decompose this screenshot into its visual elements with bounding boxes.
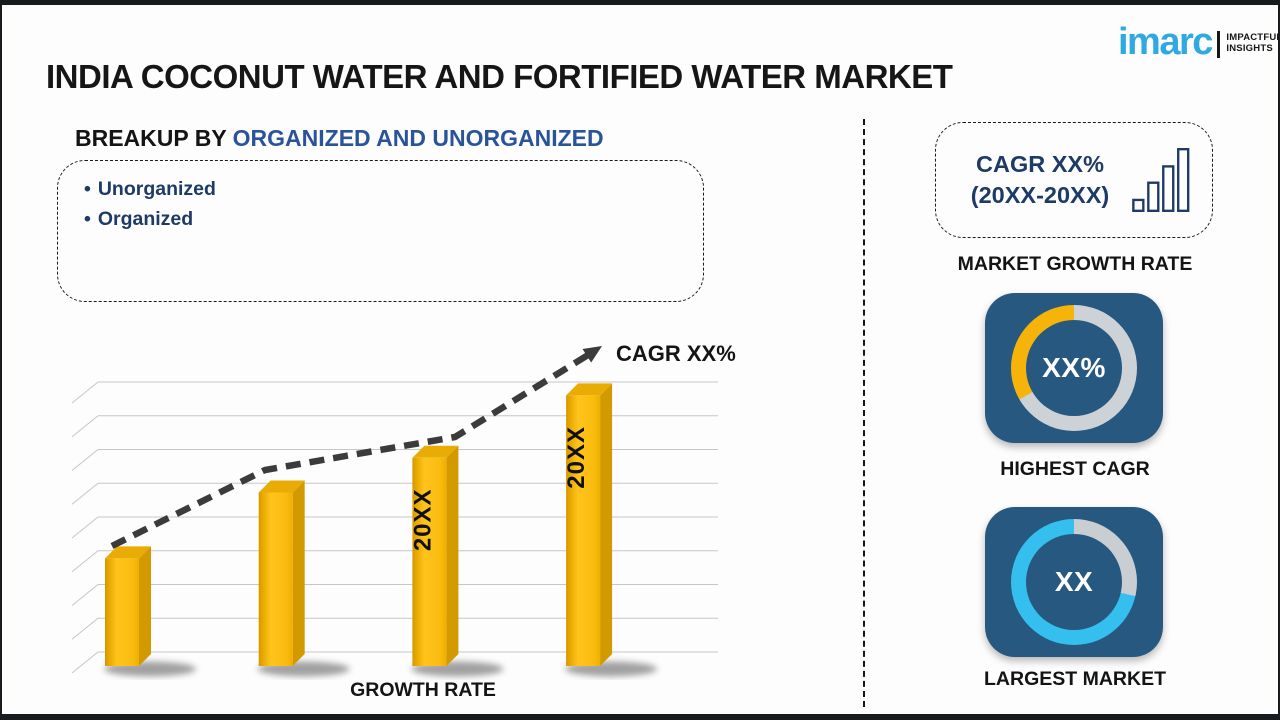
imarc-logo: imarc IMPACTFUL INSIGHTS (1118, 22, 1280, 62)
cagr-dashed-box: CAGR XX% (20XX-20XX) (935, 122, 1213, 238)
logo-tagline-line1: IMPACTFUL (1226, 32, 1280, 44)
bar: 20XX (563, 383, 658, 677)
bar: 20XX (409, 445, 504, 677)
breakup-list: • Unorganized • Organized (58, 161, 703, 234)
list-item: • Organized (84, 204, 703, 234)
bar-label: 20XX (409, 488, 436, 551)
breakup-heading: BREAKUP BY ORGANIZED AND UNORGANIZED (75, 125, 604, 152)
largest-market-donut-chart: XX (1011, 519, 1137, 645)
growth-bar-chart: 20XX 20XX (71, 346, 718, 677)
logo-tagline-line2: INSIGHTS (1226, 43, 1273, 54)
trend-cagr-label: CAGR XX% (616, 341, 736, 366)
breakup-heading-accent: ORGANIZED AND UNORGANIZED (232, 125, 604, 151)
breakup-heading-prefix: BREAKUP BY (75, 125, 233, 151)
trend-arrowhead (582, 346, 602, 363)
cagr-value-line: CAGR XX% (976, 151, 1104, 178)
bullet-icon: • (84, 178, 91, 200)
grid (71, 381, 718, 674)
trend-line (110, 352, 590, 549)
cagr-period-line: (20XX-20XX) (970, 182, 1110, 208)
breakup-dashed-box: • Unorganized • Organized (57, 160, 704, 302)
highest-cagr-donut-chart: XX% (1011, 305, 1137, 431)
largest-market-label: LARGEST MARKET (984, 668, 1166, 690)
logo-tagline: IMPACTFUL INSIGHTS (1226, 33, 1280, 54)
logo-separator (1216, 30, 1221, 58)
highest-cagr-value: XX% (1042, 352, 1106, 383)
list-item-label: Organized (97, 208, 194, 231)
bullet-icon: • (84, 208, 91, 231)
largest-market-card: XX (985, 507, 1163, 657)
page-title: INDIA COCONUT WATER AND FORTIFIED WATER … (46, 58, 953, 95)
list-item-label: Unorganized (97, 178, 216, 200)
cagr-box-text: CAGR XX% (20XX-20XX) (954, 149, 1126, 210)
highest-cagr-label: HIGHEST CAGR (1000, 458, 1150, 480)
bar (257, 480, 350, 677)
donut-hole: XX (1026, 534, 1122, 630)
bar-chart-icon (1132, 148, 1190, 212)
market-growth-rate-label: MARKET GROWTH RATE (957, 253, 1193, 275)
highest-cagr-card: XX% (985, 293, 1163, 443)
bar (104, 546, 196, 677)
donut-hole: XX% (1026, 320, 1122, 416)
list-item: • Unorganized (84, 174, 703, 204)
imarc-logo-text: imarc (1118, 21, 1213, 63)
largest-market-value: XX (1054, 566, 1094, 597)
chart-x-axis-label: GROWTH RATE (350, 679, 496, 701)
bar-label: 20XX (563, 426, 590, 489)
section-divider-dashed-line (863, 119, 865, 707)
